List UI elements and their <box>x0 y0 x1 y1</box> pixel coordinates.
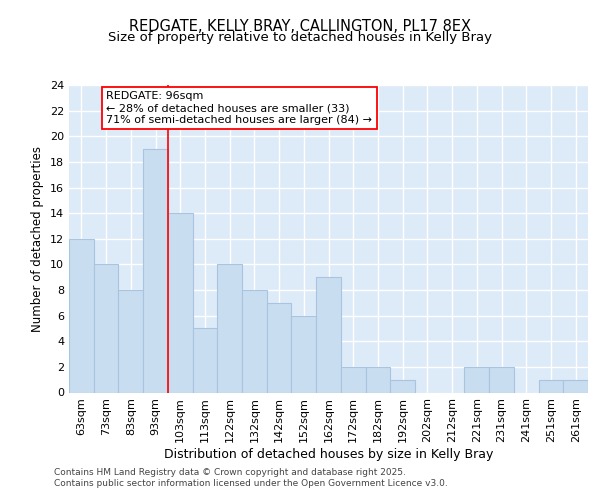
Bar <box>217 264 242 392</box>
X-axis label: Distribution of detached houses by size in Kelly Bray: Distribution of detached houses by size … <box>164 448 493 461</box>
Bar <box>193 328 217 392</box>
Bar <box>464 367 489 392</box>
Text: REDGATE: 96sqm
← 28% of detached houses are smaller (33)
71% of semi-detached ho: REDGATE: 96sqm ← 28% of detached houses … <box>106 92 372 124</box>
Bar <box>94 264 118 392</box>
Text: REDGATE, KELLY BRAY, CALLINGTON, PL17 8EX: REDGATE, KELLY BRAY, CALLINGTON, PL17 8E… <box>129 19 471 34</box>
Bar <box>390 380 415 392</box>
Y-axis label: Number of detached properties: Number of detached properties <box>31 146 44 332</box>
Bar <box>267 303 292 392</box>
Text: Size of property relative to detached houses in Kelly Bray: Size of property relative to detached ho… <box>108 31 492 44</box>
Bar <box>489 367 514 392</box>
Text: Contains HM Land Registry data © Crown copyright and database right 2025.
Contai: Contains HM Land Registry data © Crown c… <box>54 468 448 487</box>
Bar <box>316 277 341 392</box>
Bar <box>563 380 588 392</box>
Bar <box>118 290 143 392</box>
Bar <box>341 367 365 392</box>
Bar <box>242 290 267 392</box>
Bar <box>539 380 563 392</box>
Bar <box>69 239 94 392</box>
Bar <box>143 149 168 392</box>
Bar <box>168 213 193 392</box>
Bar <box>365 367 390 392</box>
Bar <box>292 316 316 392</box>
